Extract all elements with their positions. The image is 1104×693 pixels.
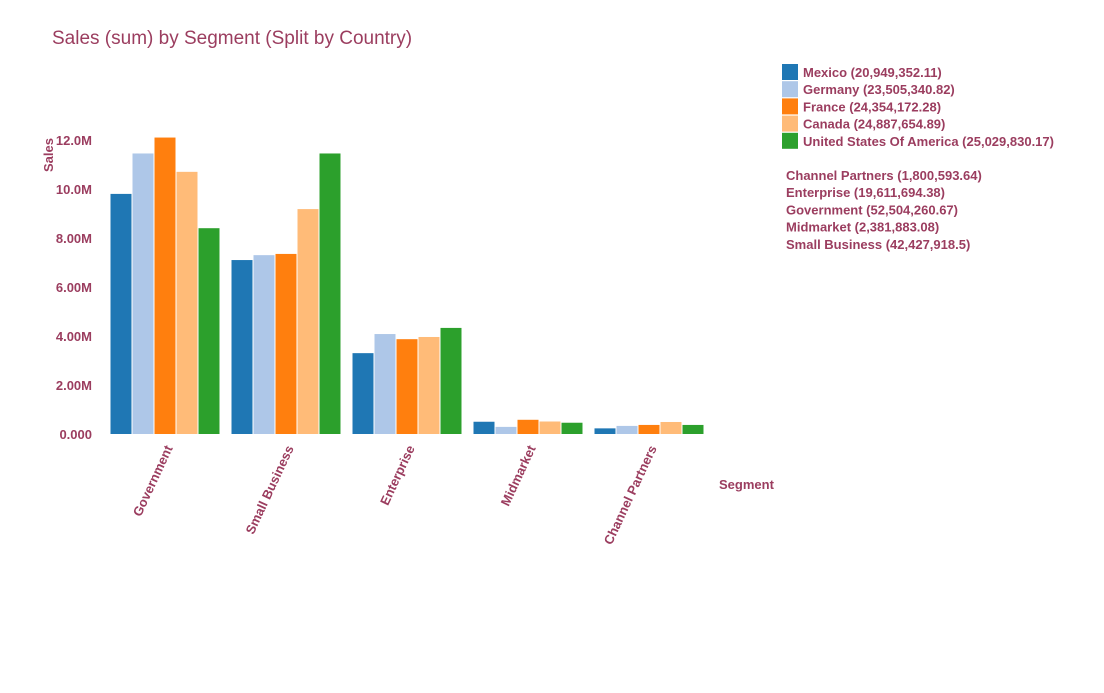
- bar-germany: [495, 426, 517, 434]
- legend: Mexico (20,949,352.11) Germany (23,505,34…: [782, 64, 1054, 252]
- legend-swatch: [782, 115, 798, 132]
- y-tick-label: 12.0M: [56, 133, 92, 148]
- bar-united-states-of-america: [561, 422, 583, 434]
- legend-entry: Germany (23,505,340.82): [803, 82, 955, 97]
- x-tick-label: Enterprise: [377, 443, 418, 508]
- x-tick-label: Government: [130, 442, 176, 518]
- y-tick-label: 10.0M: [56, 182, 92, 197]
- y-axis: 0.000 2.00M 4.00M 6.00M 8.00M 10.0M 12.0M: [56, 133, 92, 442]
- bar-germany: [253, 255, 275, 434]
- legend-swatch: [782, 81, 798, 98]
- legend-swatch: [782, 64, 798, 80]
- x-axis-label: Segment: [719, 477, 775, 492]
- bar-france: [275, 253, 297, 434]
- bar-mexico: [231, 260, 253, 434]
- bar-germany: [616, 425, 638, 434]
- bar-canada: [418, 336, 440, 434]
- legend-swatch: [782, 132, 798, 149]
- x-tick-label: Midmarket: [498, 442, 539, 508]
- bar-canada: [539, 421, 561, 434]
- legend-entry: Mexico (20,949,352.11): [803, 65, 942, 80]
- legend-category-entry: Small Business (42,427,918.5): [786, 237, 970, 252]
- bar-france: [154, 137, 176, 435]
- legend-category-entry: Midmarket (2,381,883.08): [786, 220, 939, 235]
- bars: [110, 137, 704, 435]
- bar-france: [638, 424, 660, 434]
- legend-category-entry: Government (52,504,260.67): [786, 202, 958, 217]
- y-tick-label: 8.00M: [56, 231, 92, 246]
- bar-germany: [374, 334, 396, 434]
- bar-canada: [297, 209, 319, 434]
- bar-mexico: [352, 353, 374, 434]
- legend-swatch: [782, 98, 798, 115]
- x-tick-label: Channel Partners: [601, 443, 660, 547]
- bar-mexico: [473, 421, 495, 434]
- legend-category-entry: Enterprise (19,611,694.38): [786, 185, 945, 200]
- bar-germany: [132, 153, 154, 434]
- bar-france: [517, 419, 539, 434]
- y-tick-label: 0.000: [59, 427, 92, 442]
- y-tick-label: 2.00M: [56, 378, 92, 393]
- bar-united-states-of-america: [198, 228, 220, 434]
- bar-united-states-of-america: [319, 153, 341, 434]
- bar-france: [396, 339, 418, 434]
- bar-united-states-of-america: [440, 327, 462, 434]
- legend-entry: United States Of America (25,029,830.17): [803, 134, 1054, 149]
- x-axis: Government Small Business Enterprise Midmar…: [130, 442, 660, 547]
- bar-canada: [176, 171, 198, 434]
- bar-mexico: [594, 428, 616, 434]
- bar-mexico: [110, 193, 132, 434]
- x-tick-label: Small Business: [243, 443, 297, 536]
- bar-canada: [660, 421, 682, 434]
- chart-title: Sales (sum) by Segment (Split by Country…: [52, 28, 412, 49]
- legend-entry: Canada (24,887,654.89): [803, 117, 945, 132]
- bar-united-states-of-america: [682, 424, 704, 434]
- y-axis-label: Sales: [41, 138, 56, 172]
- y-tick-label: 4.00M: [56, 329, 92, 344]
- legend-entry: France (24,354,172.28): [803, 99, 941, 114]
- y-tick-label: 6.00M: [56, 280, 92, 295]
- legend-category-entry: Channel Partners (1,800,593.64): [786, 168, 982, 183]
